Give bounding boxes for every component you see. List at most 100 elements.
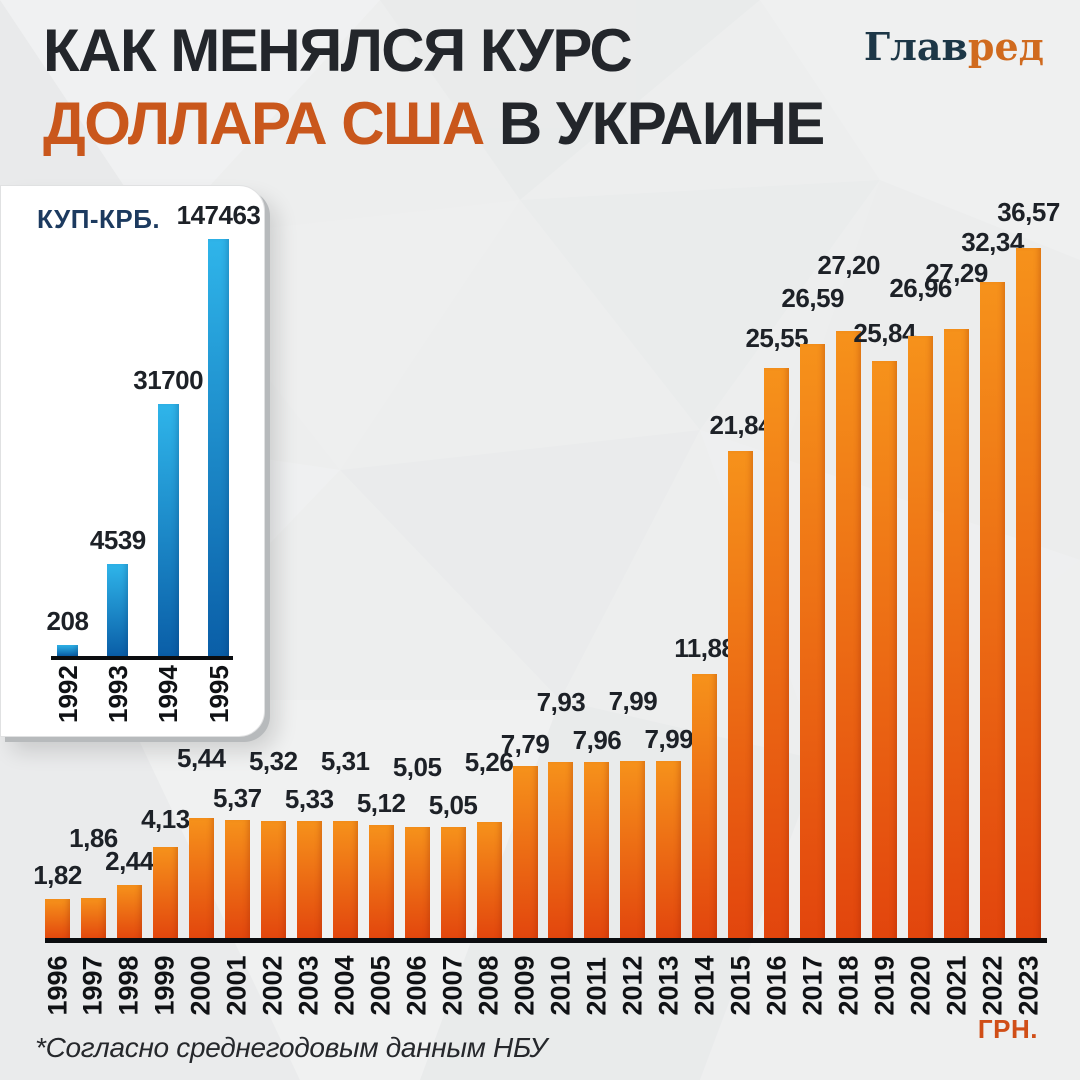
- bar-value-1997: 1,86: [69, 823, 118, 853]
- bar-2007: [440, 827, 466, 940]
- x-tick-1999: 1999: [149, 955, 180, 1016]
- x-tick-2000: 2000: [185, 955, 216, 1016]
- bar-2010: [548, 762, 574, 940]
- inset-x-axis: [51, 656, 233, 660]
- bar-value-2023: 36,57: [997, 197, 1060, 227]
- footnote: *Согласно среднегодовым данным НБУ: [35, 1032, 547, 1063]
- x-tick-2001: 2001: [221, 955, 252, 1016]
- bar-2023: [1016, 248, 1041, 940]
- bar-value-2006: 5,05: [392, 752, 442, 782]
- bar-2014: [692, 674, 718, 940]
- bar-value-2018: 27,20: [817, 250, 880, 280]
- inset-bar-1995: [208, 239, 229, 656]
- x-tick-2010: 2010: [545, 955, 576, 1016]
- x-tick-2006: 2006: [401, 955, 432, 1016]
- x-tick-2005: 2005: [365, 955, 396, 1016]
- bar-value-2013: 7,99: [644, 724, 694, 754]
- x-tick-2011: 2011: [581, 956, 612, 1016]
- x-tick-2003: 2003: [293, 955, 324, 1016]
- bar-value-2014: 11,88: [674, 633, 736, 663]
- bar-2000: [188, 818, 214, 940]
- x-tick-2022: 2022: [977, 955, 1008, 1016]
- bar-2005: [368, 825, 394, 940]
- bar-value-1999: 4,13: [141, 804, 190, 834]
- bar-value-2008: 5,26: [464, 747, 514, 777]
- x-tick-2017: 2017: [797, 955, 828, 1016]
- bar-1996: [45, 899, 70, 940]
- inset-bar-1994: [157, 404, 179, 656]
- main-bar-chart: 1,82 1,86 2,44 4,13 5,44 5,37 5,32 5,33 5,31 5,12…: [33, 197, 1060, 940]
- bar-value-2000: 5,44: [177, 743, 226, 773]
- bar-value-2009: 7,79: [500, 729, 550, 759]
- title-line1: КАК МЕНЯЛСЯ КУРС: [43, 17, 633, 84]
- bar-1999: [152, 847, 178, 940]
- bar-2022: [980, 282, 1006, 940]
- inset-unit-label: КУП-КРБ.: [37, 204, 161, 234]
- bar-2013: [656, 761, 682, 940]
- x-tick-2015: 2015: [725, 955, 756, 1016]
- bar-2008: [476, 822, 502, 940]
- bar-value-2007: 5,05: [428, 790, 478, 820]
- logo-dark-part: Глав: [863, 24, 968, 69]
- inset-bar-1992: [57, 645, 78, 656]
- page-title: КАК МЕНЯЛСЯ КУРС ДОЛЛАРА США В УКРАИНЕ: [43, 14, 826, 160]
- bar-value-2020: 26,96: [889, 273, 952, 303]
- glavred-logo: Главред: [864, 24, 1044, 69]
- bar-value-2005: 5,12: [356, 788, 406, 818]
- bar-1997: [80, 898, 106, 940]
- x-tick-2018: 2018: [833, 955, 864, 1016]
- bar-2006: [404, 827, 430, 940]
- inset-chart-card: КУП-КРБ. 208 4539 31700 147463 1992 1993 1994…: [0, 185, 265, 737]
- x-tick-2007: 2007: [437, 955, 468, 1016]
- x-tick-2020: 2020: [905, 955, 936, 1016]
- bar-value-2010: 7,93: [536, 687, 586, 717]
- title-highlight: ДОЛЛАРА США: [43, 90, 485, 157]
- inset-bar-chart: 208 4539 31700 147463: [47, 200, 261, 656]
- inset-bar-value-1995: 147463: [176, 200, 261, 230]
- bar-2017: [800, 344, 826, 940]
- bar-2015: [728, 451, 754, 940]
- main-unit-label: ГРН.: [977, 1014, 1038, 1044]
- bar-value-2003: 5,33: [284, 784, 334, 814]
- bar-value-2012: 7,99: [608, 686, 658, 716]
- inset-bar-1993: [107, 564, 129, 656]
- bar-value-2019: 25,84: [853, 318, 916, 348]
- bar-2001: [224, 820, 250, 940]
- inset-bar-value-1992: 208: [46, 606, 89, 636]
- bar-value-1998: 2,44: [105, 846, 154, 876]
- bar-value-2017: 26,59: [781, 283, 845, 313]
- inset-bar-value-1993: 4539: [89, 525, 146, 555]
- main-x-tick-labels: 1996 1997 1998 1999 2000 2001 2002 2003 2004 2005…: [42, 955, 1043, 1015]
- bar-2016: [764, 368, 790, 940]
- inset-bar-value-1994: 31700: [133, 365, 204, 395]
- bar-value-2002: 5,32: [248, 746, 298, 776]
- bar-2004: [332, 821, 358, 940]
- x-tick-2009: 2009: [509, 955, 540, 1016]
- bar-2019: [872, 361, 898, 940]
- bar-value-2004: 5,31: [320, 746, 370, 776]
- bar-value-1996: 1,82: [33, 860, 82, 890]
- logo-orange-part: ред: [967, 24, 1044, 69]
- x-tick-2013: 2013: [653, 955, 684, 1016]
- main-x-axis: [45, 938, 1047, 943]
- bar-value-2022: 32,34: [961, 227, 1024, 257]
- x-tick-2019: 2019: [869, 955, 900, 1016]
- bar-value-2011: 7,96: [572, 725, 622, 755]
- x-tick-2002: 2002: [257, 955, 288, 1016]
- x-tick-2008: 2008: [473, 955, 504, 1016]
- x-tick-2012: 2012: [617, 955, 648, 1016]
- bar-2012: [620, 761, 646, 940]
- x-tick-1996: 1996: [42, 955, 72, 1016]
- bar-2003: [296, 821, 322, 940]
- bar-value-2001: 5,37: [213, 783, 262, 813]
- bar-1998: [116, 885, 142, 940]
- bar-2018: [836, 331, 862, 940]
- x-tick-1998: 1998: [113, 955, 144, 1016]
- x-tick-2023: 2023: [1013, 955, 1043, 1016]
- title-line2-rest: В УКРАИНЕ: [498, 90, 826, 157]
- bar-value-2016: 25,55: [745, 323, 809, 353]
- bar-2002: [260, 821, 286, 940]
- bar-2011: [584, 762, 610, 940]
- x-tick-1997: 1997: [77, 955, 108, 1016]
